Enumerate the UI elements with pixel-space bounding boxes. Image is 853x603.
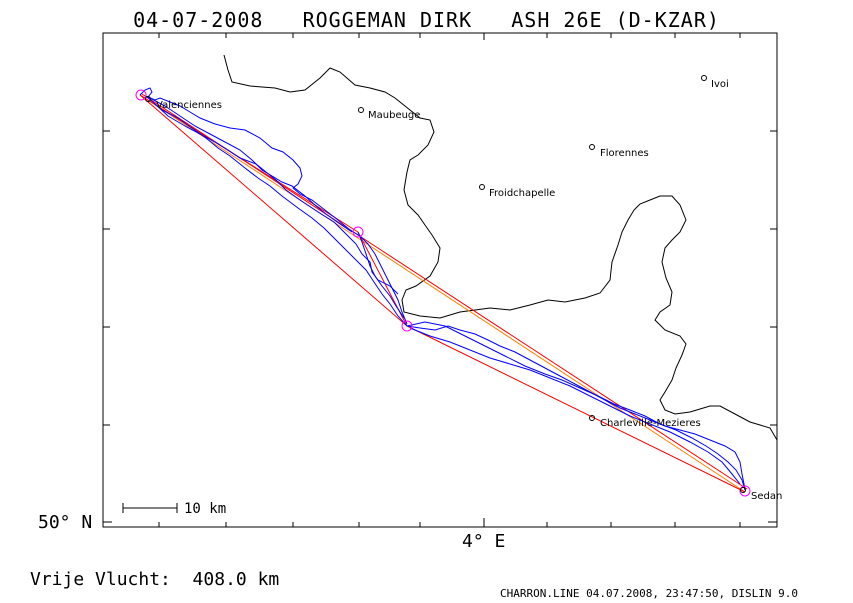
flight-track — [139, 87, 746, 491]
town-label-ivoi: Ivoi — [711, 79, 729, 90]
turnpoint-start — [135, 89, 147, 101]
turnpoint-2 — [401, 320, 413, 332]
town-marker-maubeuge — [358, 107, 364, 113]
town-label-charleville: Charleville-Mezieres — [600, 418, 701, 429]
turnpoint-1 — [352, 226, 364, 238]
country-border — [223, 54, 778, 441]
turnpoint-finish — [739, 485, 751, 497]
map-title: 04-07-2008 ROGGEMAN DIRK ASH 26E (D-KZAR… — [133, 8, 720, 32]
town-label-maubeuge: Maubeuge — [368, 110, 420, 121]
plot-frame — [102, 32, 778, 528]
town-label-froidchapelle: Froidchapelle — [489, 188, 555, 199]
task-lines — [139, 93, 748, 493]
scale-bar-label: 10 km — [184, 501, 226, 517]
town-label-sedan: Sedan — [751, 491, 782, 502]
town-marker-charleville — [589, 415, 595, 421]
town-marker-sedan — [740, 487, 746, 493]
town-marker-froidchapelle — [479, 184, 485, 190]
town-label-valenciennes: Valenciennes — [156, 100, 222, 111]
town-marker-florennes — [589, 144, 595, 150]
latitude-label: 50° N — [38, 512, 93, 533]
longitude-label: 4° E — [462, 531, 506, 552]
town-marker-ivoi — [701, 75, 707, 81]
town-marker-valenciennes — [145, 96, 151, 102]
scale-bar — [122, 503, 178, 513]
footer-info: CHARRON.LINE 04.07.2008, 23:47:50, DISLI… — [500, 587, 799, 600]
town-label-florennes: Florennes — [600, 148, 649, 159]
town-markers — [145, 75, 746, 493]
axis-ticks — [103, 33, 777, 527]
free-distance-label: Vrije Vlucht: 408.0 km — [30, 569, 280, 590]
turnpoints — [135, 89, 751, 497]
